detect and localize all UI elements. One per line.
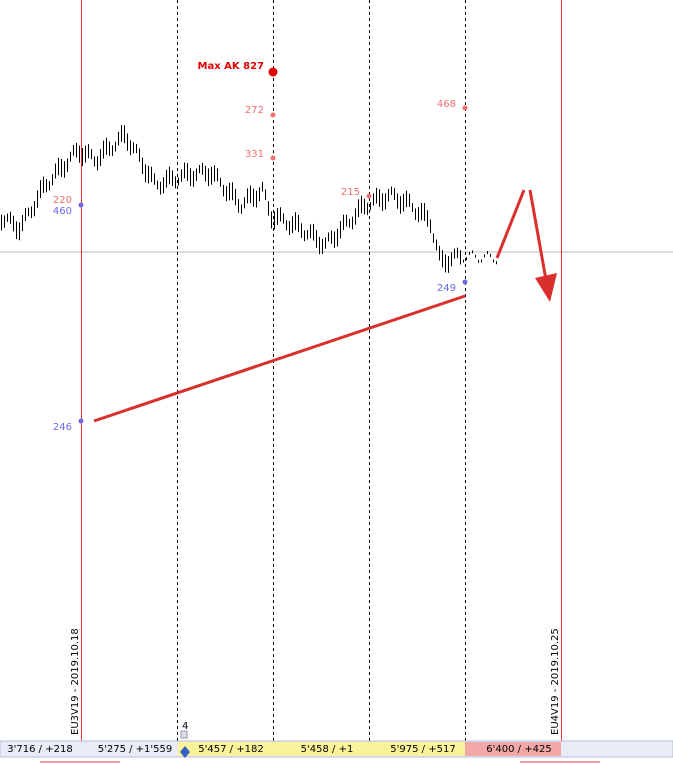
bar-highlight bbox=[178, 742, 465, 756]
point-label: 215 bbox=[341, 187, 360, 198]
nav-arrow[interactable] bbox=[180, 752, 190, 758]
marker-count: 4 bbox=[182, 721, 188, 732]
point-label: 220 bbox=[53, 195, 72, 206]
price-bars bbox=[1, 124, 497, 273]
forecast-arrow bbox=[495, 189, 526, 259]
point bbox=[366, 193, 372, 199]
cell: 5'457 / +182 bbox=[198, 744, 263, 755]
max-label: Max AK 827 bbox=[198, 61, 265, 72]
point bbox=[78, 418, 84, 424]
point-label: 468 bbox=[437, 99, 456, 110]
nav-arrow[interactable] bbox=[180, 746, 190, 752]
cell: 3'716 / +218 bbox=[7, 744, 72, 755]
bar-highlight bbox=[465, 742, 561, 756]
point bbox=[78, 202, 84, 208]
point-label: 272 bbox=[245, 105, 264, 116]
point-label: 460 bbox=[53, 206, 72, 217]
expiry-label: EU4V19 - 2019.10.25 bbox=[550, 628, 561, 735]
bottom-cells: 3'716 / +218 5'275 / +1'559 5'457 / +182… bbox=[7, 744, 551, 755]
cell: 6'400 / +425 bbox=[486, 744, 551, 755]
point-label: 331 bbox=[245, 149, 264, 160]
point bbox=[270, 112, 276, 118]
trend-line bbox=[93, 294, 466, 423]
point-label: 246 bbox=[53, 422, 72, 433]
expiry-label: EU3V19 - 2019.10.18 bbox=[70, 628, 81, 735]
forecast-arrow bbox=[528, 189, 548, 281]
cell: 5'458 / +1 bbox=[301, 744, 354, 755]
marker-icon bbox=[180, 730, 188, 739]
cell: 5'975 / +517 bbox=[390, 744, 455, 755]
cell: 5'275 / +1'559 bbox=[98, 744, 173, 755]
max-point bbox=[268, 67, 278, 77]
arrow-head bbox=[535, 273, 557, 302]
point bbox=[270, 155, 276, 161]
point bbox=[462, 279, 468, 285]
point bbox=[462, 105, 468, 111]
point-label: 249 bbox=[437, 283, 456, 294]
